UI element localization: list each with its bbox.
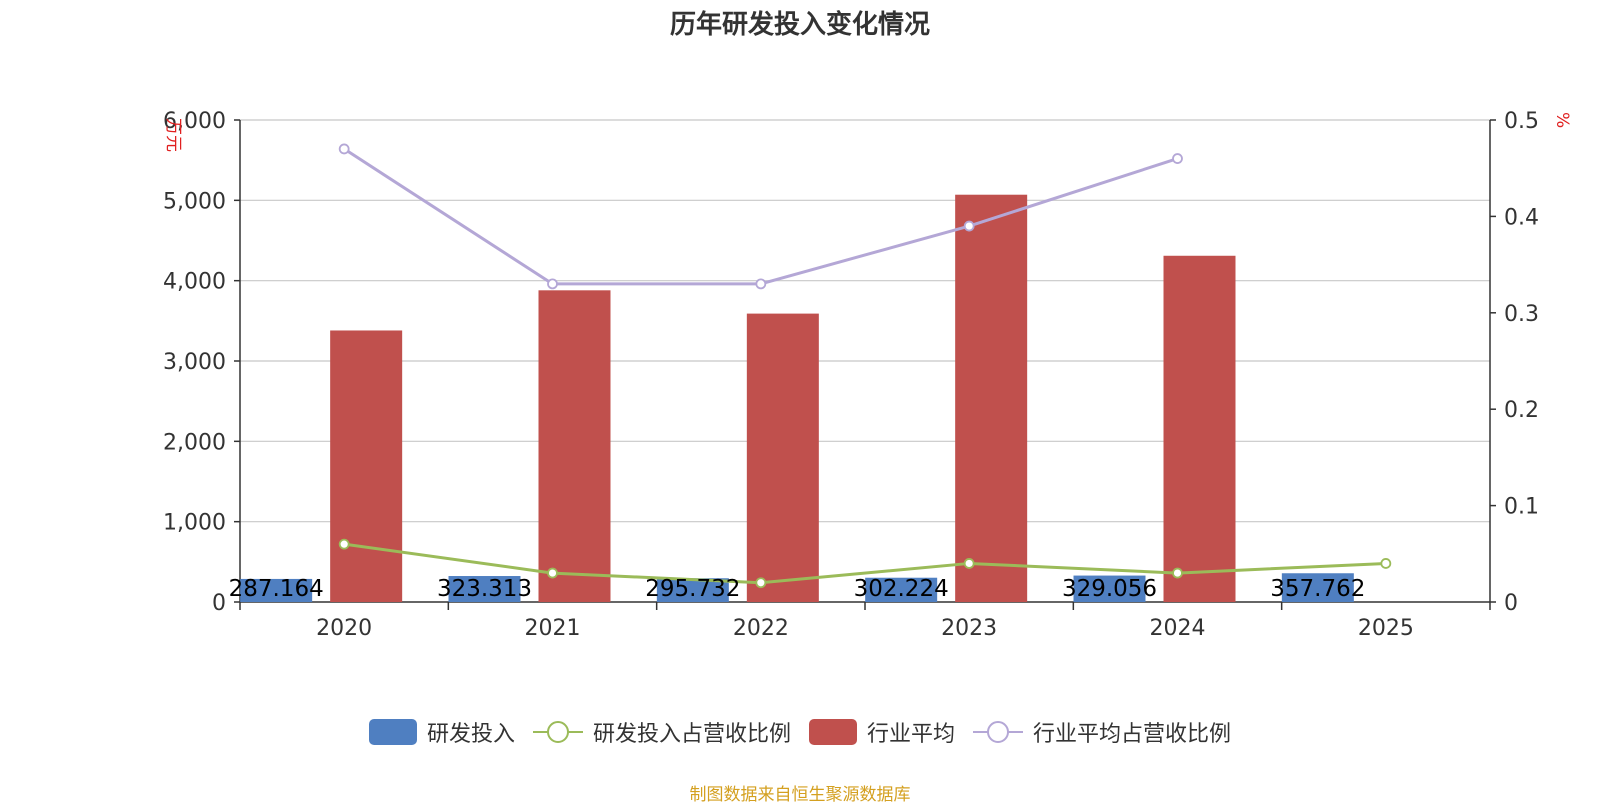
point-rd-ratio-2023 bbox=[963, 558, 975, 569]
bar-industry-2023 bbox=[955, 194, 1028, 602]
legend-swatch-rd bbox=[368, 719, 417, 745]
x-axis-tick-label: 2023 bbox=[941, 616, 997, 641]
bar-rd-2021 bbox=[448, 576, 521, 602]
legend-item-industry[interactable]: 行业平均 bbox=[809, 716, 955, 748]
line-industry-ratio bbox=[343, 147, 1178, 286]
bar-rd-value-label-2023: 302.224 bbox=[854, 576, 949, 602]
legend-item-rd[interactable]: 研发投入 bbox=[368, 716, 515, 748]
left-axis-tick-label: 1,000 bbox=[163, 511, 226, 536]
x-axis-tick-label: 2021 bbox=[525, 616, 581, 641]
left-axis-tick-label: 2,000 bbox=[163, 430, 226, 455]
bar-rd-2025 bbox=[1281, 573, 1354, 602]
point-industry-ratio-2022 bbox=[755, 278, 767, 290]
right-axis-tick-label: 0.5 bbox=[1504, 109, 1539, 134]
left-axis-unit-label: 万元 bbox=[163, 118, 183, 152]
right-axis-tick-label: 0.2 bbox=[1504, 398, 1539, 423]
x-axis-tick-label: 2025 bbox=[1358, 616, 1414, 641]
legend-item-rd-ratio[interactable]: 研发投入占营收比例 bbox=[532, 716, 791, 748]
legend-swatch-rd-ratio bbox=[532, 721, 583, 743]
point-industry-ratio-2023 bbox=[963, 220, 975, 232]
data-source-note: 制图数据来自恒生聚源数据库 bbox=[689, 785, 911, 805]
right-axis-tick-label: 0.1 bbox=[1504, 495, 1539, 520]
chart-title: 历年研发投入变化情况 bbox=[669, 10, 930, 40]
bar-rd-value-label-2022: 295.732 bbox=[645, 576, 740, 602]
legend-swatch-industry-ratio bbox=[973, 721, 1024, 743]
legend-item-industry-ratio[interactable]: 行业平均占营收比例 bbox=[973, 716, 1231, 748]
chart-legend: 研发投入 研发投入占营收比例 行业平均 行业平均占营收比例 bbox=[0, 716, 1600, 748]
point-rd-ratio-2025 bbox=[1380, 558, 1392, 569]
bar-industry-2021 bbox=[538, 290, 611, 602]
right-axis-tick-label: 0.4 bbox=[1504, 205, 1539, 230]
point-industry-ratio-2020 bbox=[338, 143, 350, 155]
bar-rd-2024 bbox=[1073, 575, 1146, 602]
x-axis-tick-label: 2024 bbox=[1150, 616, 1206, 641]
bar-industry-2022 bbox=[746, 313, 819, 602]
bar-industry-2020 bbox=[330, 330, 403, 602]
legend-swatch-industry bbox=[809, 719, 857, 745]
bar-rd-2023 bbox=[865, 577, 938, 602]
point-rd-ratio-2022 bbox=[755, 577, 767, 589]
point-rd-ratio-2020 bbox=[338, 538, 350, 550]
bar-rd-value-label-2025: 357.762 bbox=[1270, 576, 1365, 602]
bar-industry-2024 bbox=[1163, 255, 1236, 602]
line-rd-ratio bbox=[343, 542, 1386, 585]
right-axis-tick-label: 0 bbox=[1504, 591, 1518, 616]
bar-rd-value-label-2021: 323.313 bbox=[437, 576, 532, 602]
x-axis-tick-label: 2020 bbox=[316, 616, 372, 641]
legend-label-industry: 行业平均 bbox=[867, 722, 956, 747]
left-axis-tick-label: 3,000 bbox=[163, 350, 226, 375]
left-axis-tick-label: 5,000 bbox=[163, 189, 226, 214]
left-axis-tick-label: 0 bbox=[212, 591, 226, 616]
left-axis-tick-label: 6,000 bbox=[163, 109, 226, 134]
right-axis-unit-label: % bbox=[1552, 112, 1572, 129]
bar-rd-value-label-2024: 329.056 bbox=[1062, 576, 1157, 602]
point-industry-ratio-2021 bbox=[547, 278, 558, 290]
bar-rd-2020 bbox=[240, 578, 313, 602]
point-industry-ratio-2024 bbox=[1172, 153, 1183, 164]
right-axis-tick-label: 0.3 bbox=[1504, 302, 1539, 327]
legend-label-rd: 研发投入 bbox=[426, 722, 515, 747]
x-axis-tick-label: 2022 bbox=[733, 616, 789, 641]
legend-label-rd-ratio: 研发投入占营收比例 bbox=[592, 722, 791, 747]
bar-rd-2022 bbox=[656, 578, 729, 602]
point-rd-ratio-2021 bbox=[547, 567, 558, 579]
legend-label-industry-ratio: 行业平均占营收比例 bbox=[1033, 722, 1232, 747]
left-axis-tick-label: 4,000 bbox=[163, 270, 226, 295]
bar-rd-value-label-2020: 287.164 bbox=[229, 576, 324, 602]
point-rd-ratio-2024 bbox=[1172, 567, 1183, 579]
